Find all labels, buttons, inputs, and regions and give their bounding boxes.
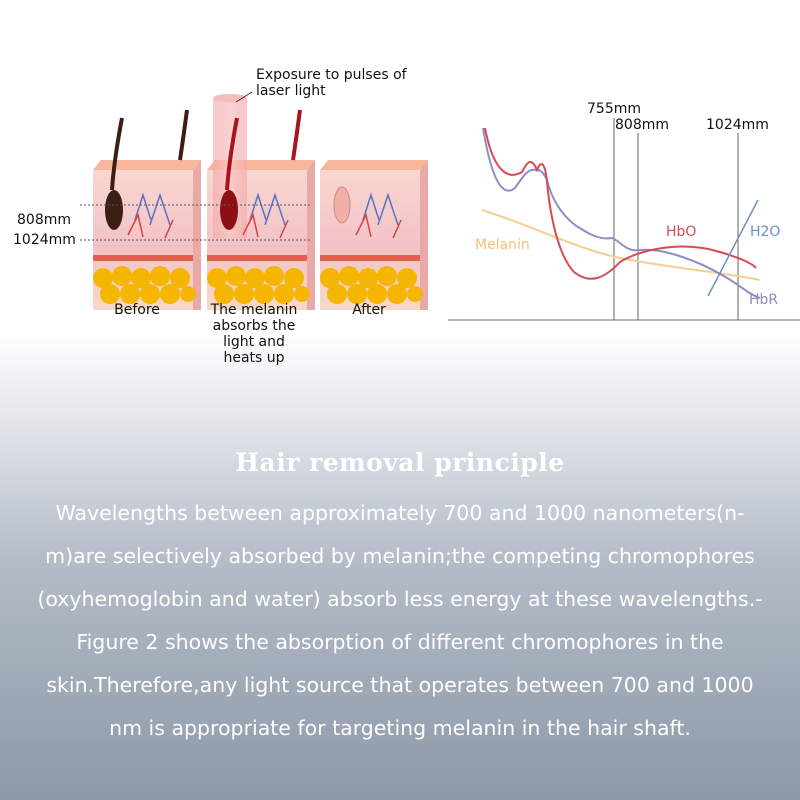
series-label-h2o: H2O [750,224,781,240]
description-line: nm is appropriate for targeting melanin … [109,716,691,740]
series-label-hbr: HbR [749,292,779,308]
caption-before: Before [114,302,160,318]
wavelength-label-1024: 1024mm [706,117,769,133]
section-heading: Hair removal principle [235,448,565,477]
absorption-spectrum [448,118,800,321]
wavelength-label-808: 808mm [615,117,669,133]
depth-label-1024: 1024mm [13,232,76,248]
wavelength-label-755: 755mm [587,101,641,117]
depth-label-808: 808mm [17,212,71,228]
series-label-melanin: Melanin [475,237,530,253]
description-line: Wavelengths between approximately 700 an… [55,501,745,525]
exposure-arrow [235,91,253,103]
series-label-hbo: HbO [666,224,697,240]
hbr-curve [482,127,761,299]
follicle-illustration [80,82,440,310]
exposure-label: Exposure to pulses of laser light [256,67,407,99]
skin-block-after [320,160,428,310]
caption-after: After [352,302,386,318]
description-line: m)are selectively absorbed by melanin;th… [45,544,755,568]
hair-follicle-diagram [0,60,440,370]
h2o-curve [707,199,759,297]
description-paragraph: Wavelengths between approximately 700 an… [22,492,778,750]
description-line: Figure 2 shows the absorption of differe… [76,630,724,654]
caption-middle: The melanin absorbs the light and heats … [210,302,298,366]
description-line: (oxyhemoglobin and water) absorb less en… [37,587,763,611]
hbo-curve [484,127,757,280]
description-line: skin.Therefore,any light source that ope… [46,673,754,697]
